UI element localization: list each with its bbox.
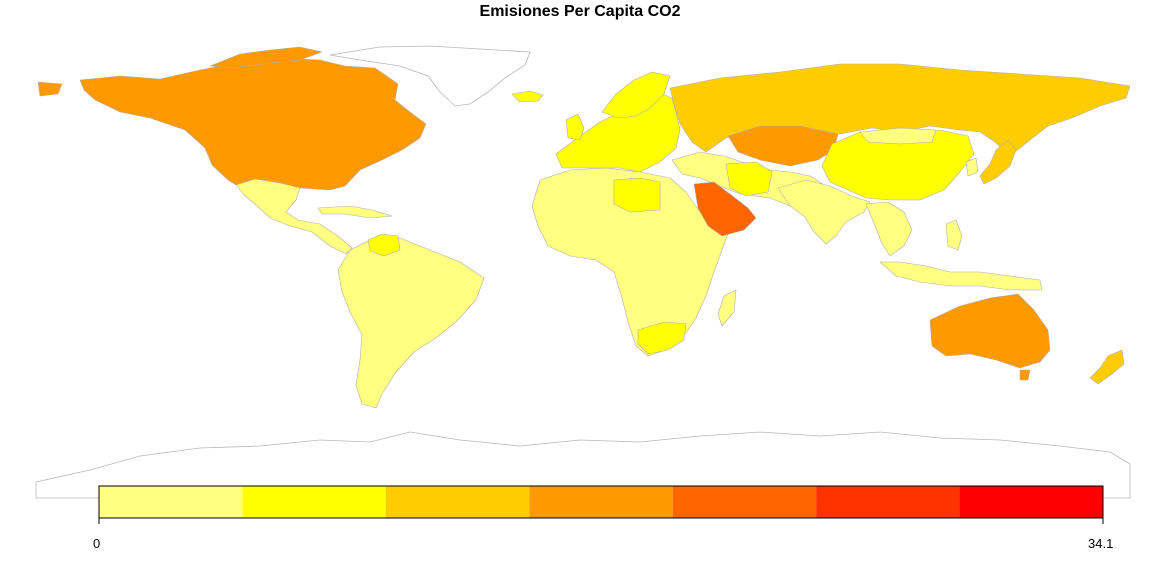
region-mongolia	[859, 127, 937, 145]
legend-swatch	[816, 486, 960, 518]
legend-max-label: 34.1	[1088, 536, 1114, 551]
region-libya	[613, 177, 661, 213]
legend-swatch	[385, 486, 530, 518]
region-iran	[725, 161, 773, 197]
region-arctic-islands	[209, 46, 323, 69]
region-british-isles	[565, 113, 585, 141]
region-korea	[965, 157, 979, 177]
map-title: Emisiones Per Capita CO2	[479, 3, 681, 20]
region-philippines	[945, 219, 963, 251]
region-north-america	[79, 57, 427, 191]
region-africa	[531, 167, 731, 357]
region-alaska-tip	[37, 81, 63, 97]
legend-swatch	[242, 486, 386, 518]
legend-border	[98, 485, 1104, 519]
legend-swatch	[529, 486, 673, 518]
legend-swatch	[672, 486, 817, 518]
legend-swatch	[959, 486, 1103, 518]
region-indonesia	[879, 261, 1043, 291]
region-caribbean	[317, 205, 393, 219]
region-mexico-central-america	[235, 178, 353, 255]
region-madagascar	[717, 289, 737, 327]
region-new-zealand	[1089, 349, 1125, 385]
region-kazakhstan	[727, 125, 839, 167]
legend-swatch	[99, 486, 243, 518]
region-tasmania	[1019, 369, 1031, 381]
region-scandinavia	[601, 71, 671, 119]
region-southeast-asia-mainland	[865, 201, 913, 257]
region-venezuela	[367, 233, 401, 257]
region-greenland	[329, 45, 531, 107]
region-iceland	[511, 90, 544, 103]
region-japan	[979, 139, 1017, 185]
legend-min-label: 0	[93, 536, 101, 551]
region-south-africa	[637, 321, 687, 355]
region-south-asia	[777, 179, 871, 245]
region-arabian-peninsula	[693, 181, 757, 237]
region-south-america	[337, 237, 485, 409]
region-australia	[929, 293, 1051, 369]
legend-color-bar	[98, 485, 1104, 524]
region-antarctica	[35, 431, 1131, 499]
